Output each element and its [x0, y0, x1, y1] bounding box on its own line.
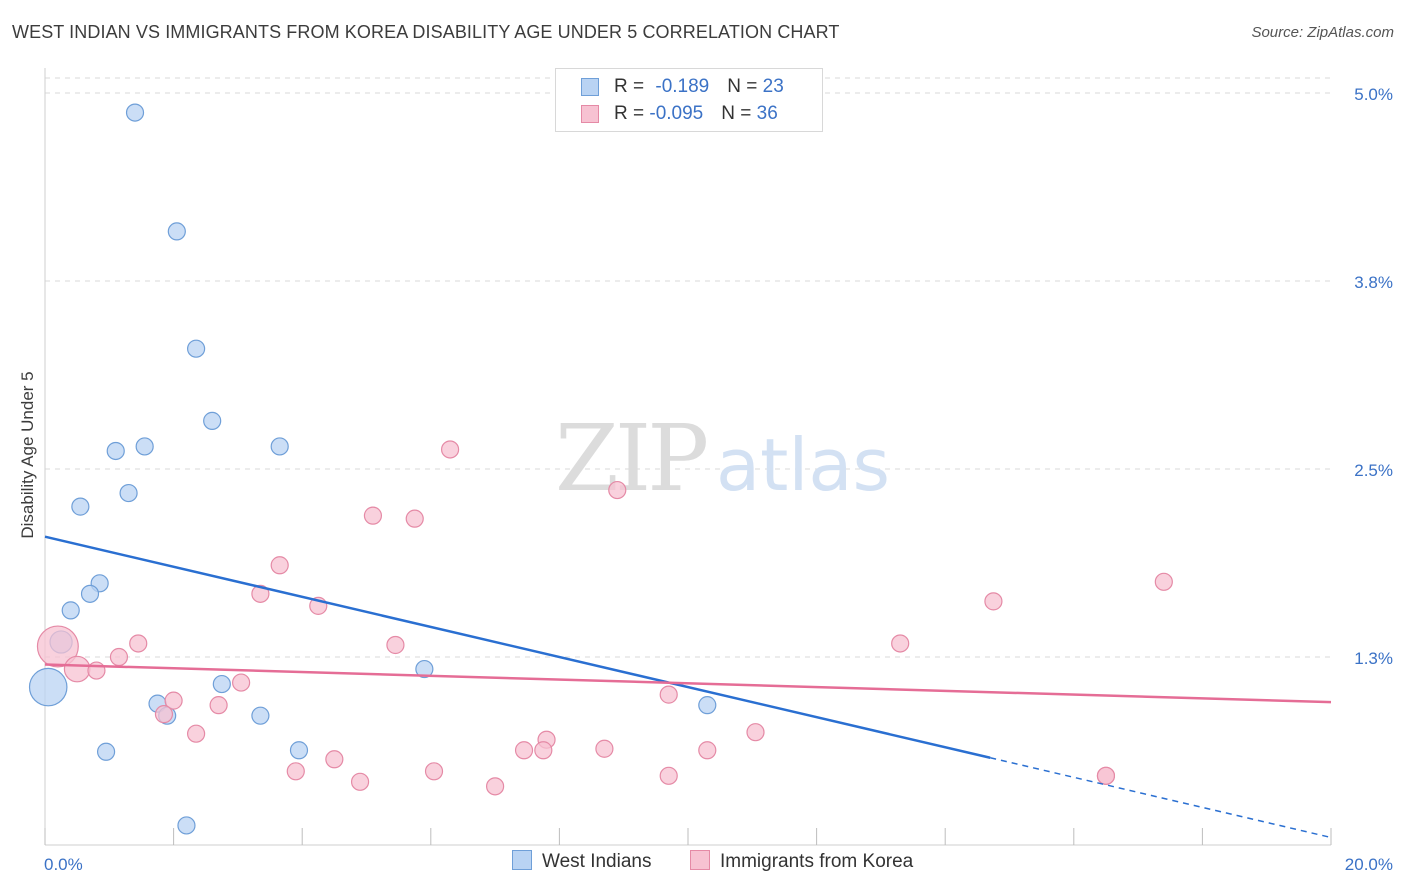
west-indian-point [119, 483, 138, 503]
west-indian-point [61, 601, 80, 620]
korea-point [286, 762, 305, 781]
bottom-legend-west-indians: West Indians [512, 850, 651, 873]
legend-n-label: N = [727, 76, 763, 97]
korea-point [36, 625, 79, 668]
watermark-zip: ZIP [555, 405, 706, 512]
west-indian-trend-extension [990, 757, 1332, 839]
legend-r-label: R = [614, 76, 650, 97]
korea-point [1096, 766, 1116, 785]
korea-point [187, 724, 206, 743]
trend-layer [44, 535, 1332, 839]
korea-point [251, 584, 270, 603]
y-tick-label: 5.0% [1354, 85, 1393, 104]
west-indian-point [177, 816, 196, 835]
bottom-legend-label: West Indians [542, 851, 652, 872]
west-indian-point [289, 741, 309, 760]
legend-r-label: R = [614, 103, 650, 124]
korea-point [209, 696, 228, 715]
korea-point [154, 705, 174, 724]
korea-point [440, 440, 460, 459]
legend-r-value: -0.095 [649, 103, 704, 124]
korea-point [698, 741, 717, 760]
bottom-legend-label: Immigrants from Korea [720, 851, 914, 872]
y-tick-label: 3.8% [1354, 273, 1393, 292]
y-tick-label: 2.5% [1354, 461, 1393, 480]
axis-layer [44, 68, 1332, 846]
korea-point [63, 655, 91, 683]
west-indian-point [106, 441, 125, 461]
korea-point [405, 509, 424, 528]
points-layer [28, 103, 1173, 835]
west-indian-point [96, 742, 116, 761]
legend-n-value: 36 [756, 103, 778, 124]
korea-point [595, 739, 614, 758]
source-label: Source: ZipAtlas.com [1251, 24, 1394, 41]
west-indian-point [125, 103, 145, 122]
west-indian-point [187, 339, 206, 358]
west-indian-point [415, 659, 434, 679]
legend-n-value: 23 [762, 76, 784, 97]
korea-point [129, 634, 148, 653]
west-indian-point [135, 437, 154, 456]
legend-swatch-pink [581, 105, 599, 123]
west-indian-point [71, 497, 90, 516]
west-indian-point [203, 411, 222, 430]
west-indian-point [80, 584, 100, 603]
west-indian-point [270, 437, 289, 456]
korea-point [424, 762, 444, 781]
bottom-legend-swatch-blue [512, 850, 532, 870]
korea-point [659, 685, 678, 704]
legend-r-value: -0.189 [655, 76, 710, 97]
korea-point [232, 673, 251, 692]
korea-point [350, 772, 370, 791]
korea-point [891, 634, 910, 653]
grid-layer [45, 77, 1331, 658]
korea-point [486, 777, 505, 796]
stats-legend: R = -0.189 N = 23 R = -0.095 N = 36 [555, 68, 823, 132]
west-indian-point [28, 667, 68, 707]
korea-point [534, 741, 553, 760]
korea-point [386, 635, 405, 655]
korea-point [164, 691, 183, 710]
korea-point [325, 750, 344, 769]
korea-point [608, 480, 627, 500]
korea-point [659, 766, 678, 785]
bottom-legend-korea: Immigrants from Korea [690, 850, 913, 873]
y-tick-label: 1.3% [1354, 649, 1393, 668]
west-indian-point [251, 706, 270, 725]
bottom-legend-swatch-pink [690, 850, 710, 870]
korea-point [514, 741, 534, 760]
west-indian-point [167, 222, 186, 241]
legend-n-label: N = [721, 103, 757, 124]
x-tick-label: 20.0% [1345, 855, 1393, 874]
x-tick-label: 0.0% [44, 855, 83, 874]
chart-title: WEST INDIAN VS IMMIGRANTS FROM KOREA DIS… [12, 22, 840, 42]
korea-point [109, 647, 129, 667]
korea-point [1154, 572, 1173, 591]
west-indian-point [212, 674, 231, 694]
watermark: ZIP atlas [555, 405, 890, 512]
west-indian-trend-line [44, 535, 991, 759]
korea-point [746, 723, 765, 742]
korea-point [984, 592, 1003, 611]
west-indian-point [698, 696, 717, 715]
label-layer: 1.3% 2.5% 3.8% 5.0% 0.0% 20.0% [44, 85, 1393, 874]
watermark-atlas: atlas [716, 423, 890, 507]
legend-swatch-blue [581, 78, 599, 96]
korea-point [270, 556, 289, 575]
korea-point [363, 506, 383, 525]
korea-trend-line [44, 663, 1332, 704]
korea-point [87, 661, 106, 680]
